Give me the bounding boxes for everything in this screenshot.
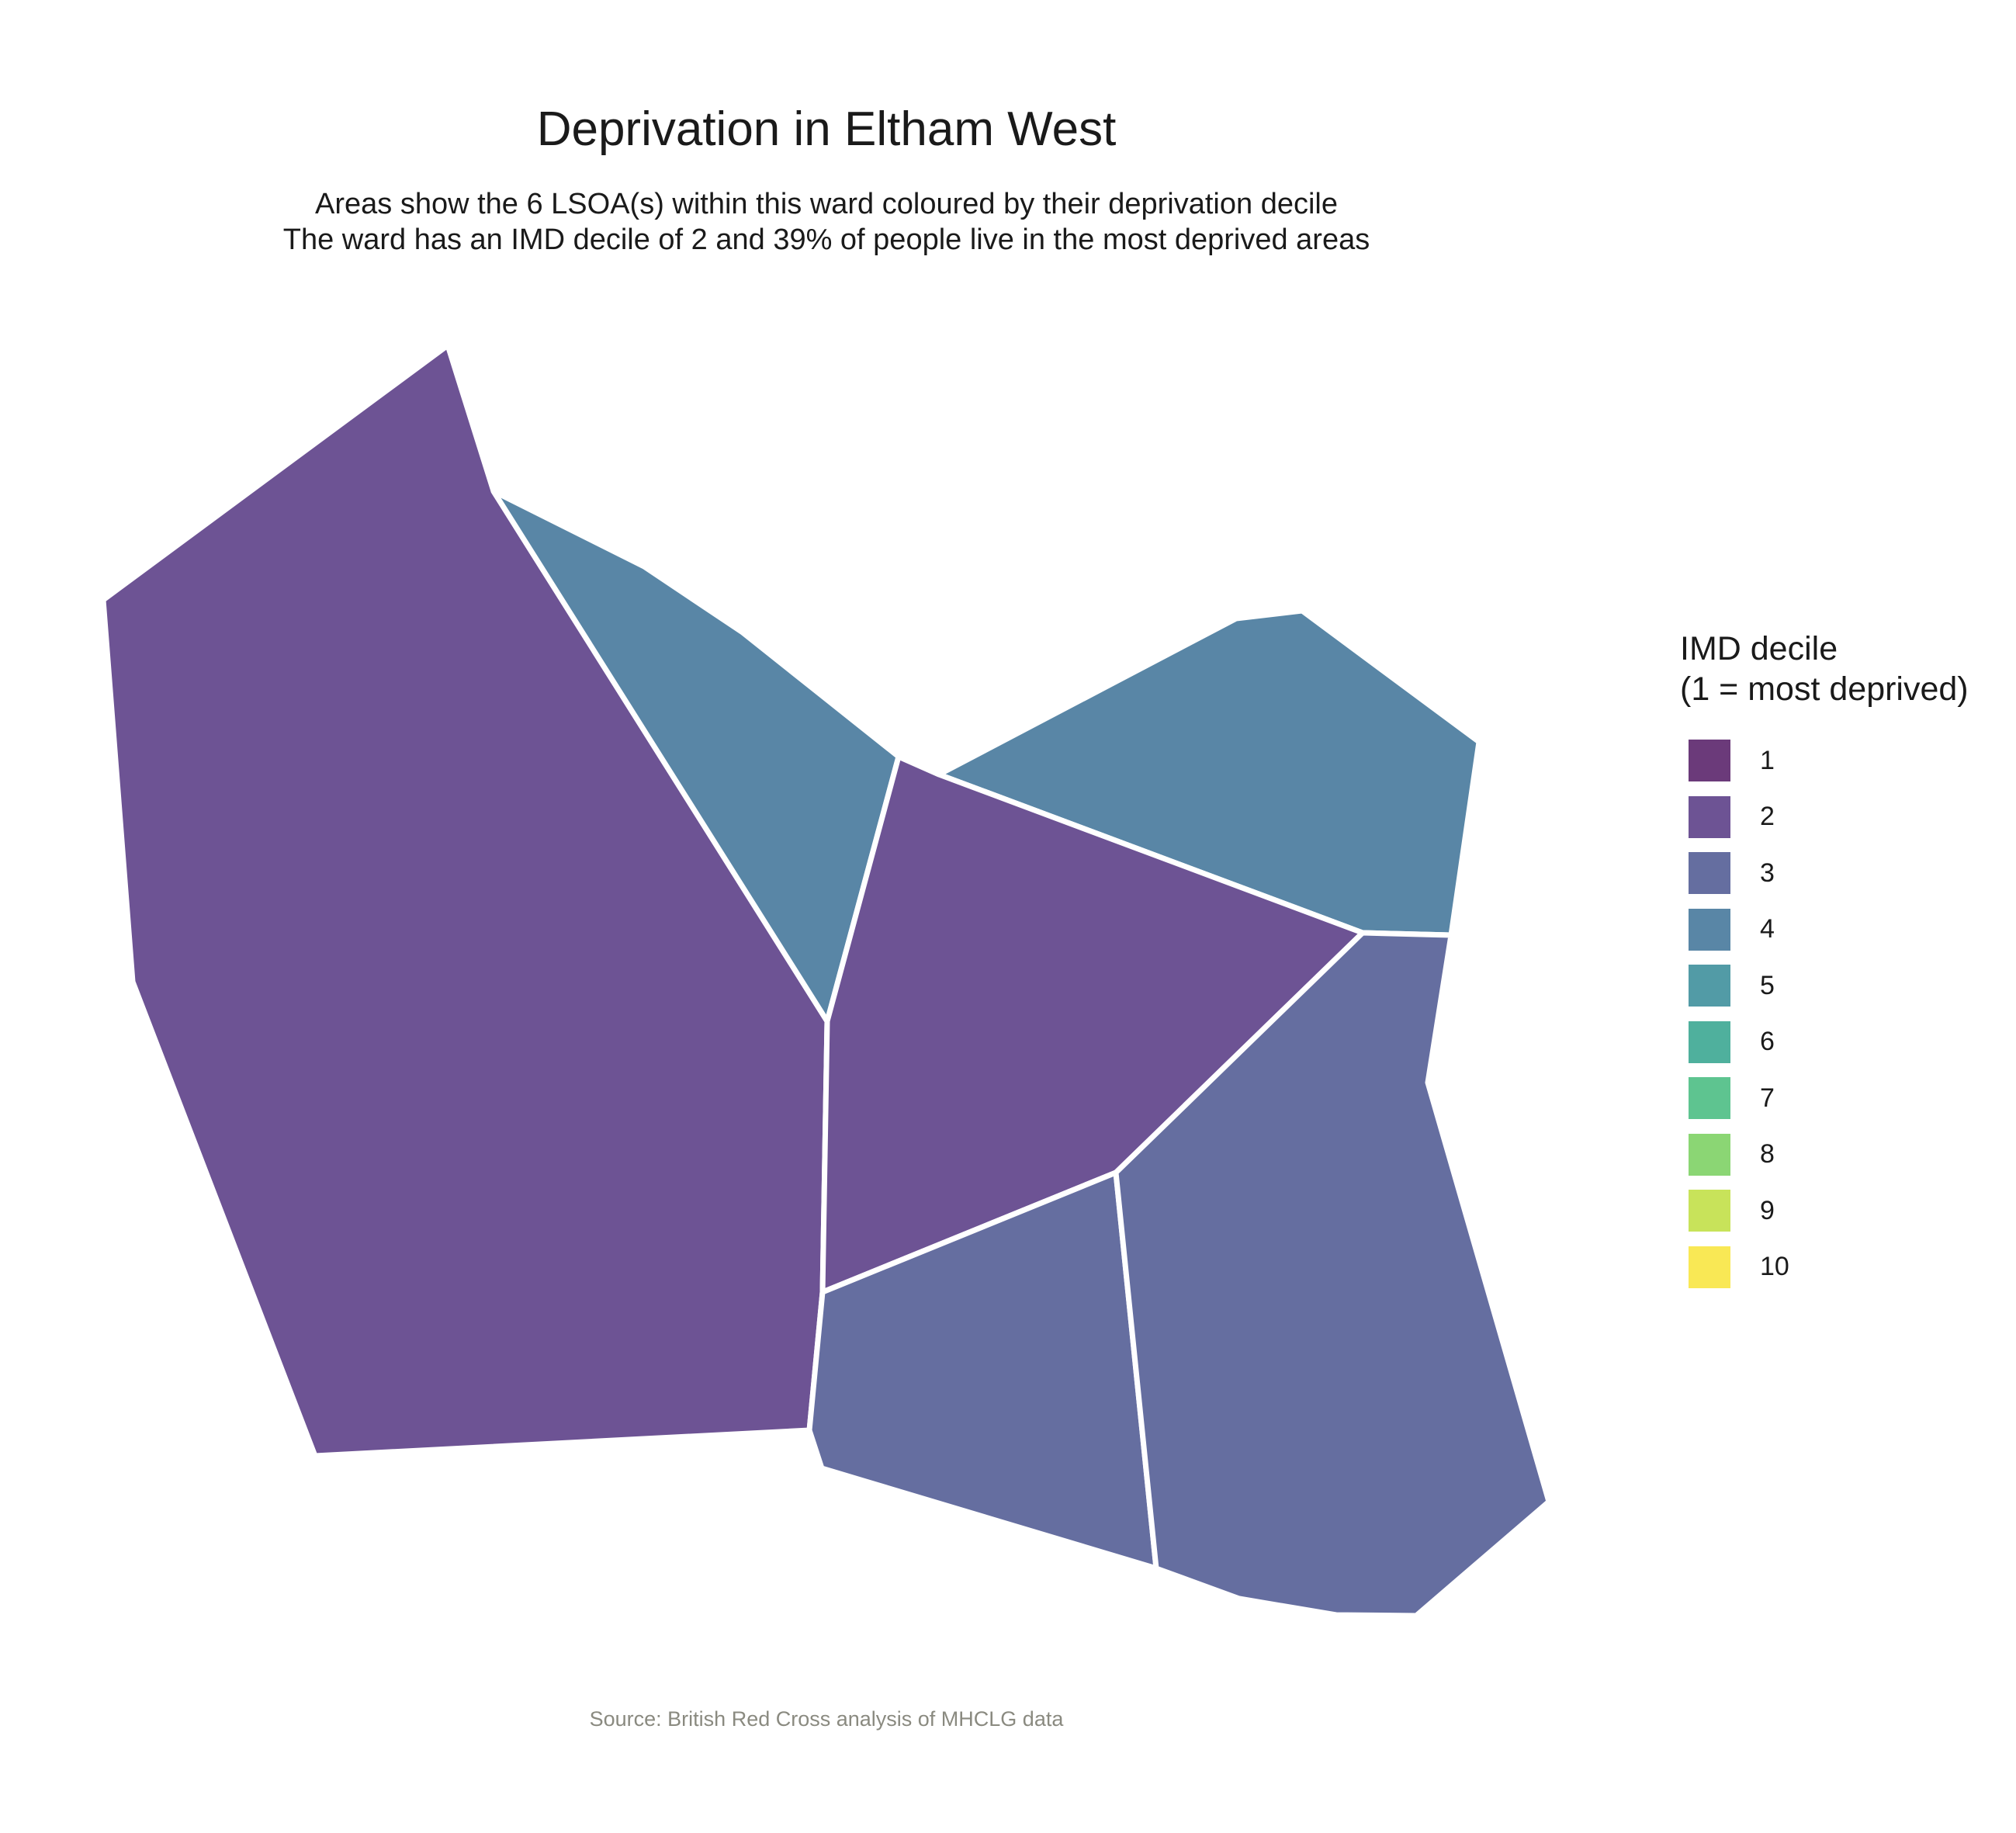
legend-title-line-2: (1 = most deprived)	[1680, 670, 1969, 708]
legend-swatch	[1689, 1190, 1730, 1232]
legend-swatch	[1689, 852, 1730, 895]
legend-label: 6	[1760, 1027, 1775, 1057]
legend-label: 10	[1760, 1252, 1789, 1282]
legend-swatch	[1689, 1246, 1730, 1288]
lsoa-area-north[interactable]	[490, 488, 902, 1024]
legend-label: 3	[1760, 858, 1775, 888]
legend-label: 2	[1760, 802, 1775, 832]
legend-swatch	[1689, 965, 1730, 1007]
legend-item: 8	[1680, 1127, 1969, 1183]
legend-label: 8	[1760, 1139, 1775, 1169]
lsoa-area-southeast[interactable]	[1113, 930, 1552, 1619]
legend-item: 3	[1680, 845, 1969, 902]
chart-title: Deprivation in Eltham West	[536, 102, 1117, 156]
legend-item: 2	[1680, 789, 1969, 846]
legend-title: IMD decile (1 = most deprived)	[1680, 629, 1969, 709]
legend-item: 7	[1680, 1070, 1969, 1127]
lsoa-area-south-central[interactable]	[806, 1169, 1159, 1571]
legend-item: 9	[1680, 1183, 1969, 1239]
legend-label: 9	[1760, 1195, 1775, 1225]
chart-subtitle: Areas show the 6 LSOA(s) within this war…	[0, 186, 1653, 258]
legend-items: 1 2 3 4 5 6 7 8	[1680, 733, 1969, 1295]
source-caption: Source: British Red Cross analysis of MH…	[589, 1707, 1064, 1731]
legend-swatch	[1689, 908, 1730, 951]
legend-item: 5	[1680, 958, 1969, 1014]
subtitle-line-1: Areas show the 6 LSOA(s) within this war…	[315, 188, 1338, 220]
legend-swatch	[1689, 1077, 1730, 1120]
legend-swatch	[1689, 1020, 1730, 1063]
legend-label: 5	[1760, 970, 1775, 1000]
legend-swatch	[1689, 740, 1730, 782]
legend-item: 10	[1680, 1239, 1969, 1296]
legend: IMD decile (1 = most deprived) 1 2 3 4 5…	[1680, 629, 1969, 1295]
legend-swatch	[1689, 795, 1730, 838]
legend-label: 7	[1760, 1083, 1775, 1113]
legend-label: 1	[1760, 745, 1775, 775]
legend-item: 1	[1680, 733, 1969, 789]
legend-swatch	[1689, 1133, 1730, 1176]
subtitle-line-2: The ward has an IMD decile of 2 and 39% …	[282, 223, 1370, 256]
legend-item: 4	[1680, 902, 1969, 958]
lsoa-area-west[interactable]	[100, 342, 830, 1459]
legend-item: 6	[1680, 1014, 1969, 1071]
legend-label: 4	[1760, 914, 1775, 944]
legend-title-line-1: IMD decile	[1680, 630, 1838, 667]
